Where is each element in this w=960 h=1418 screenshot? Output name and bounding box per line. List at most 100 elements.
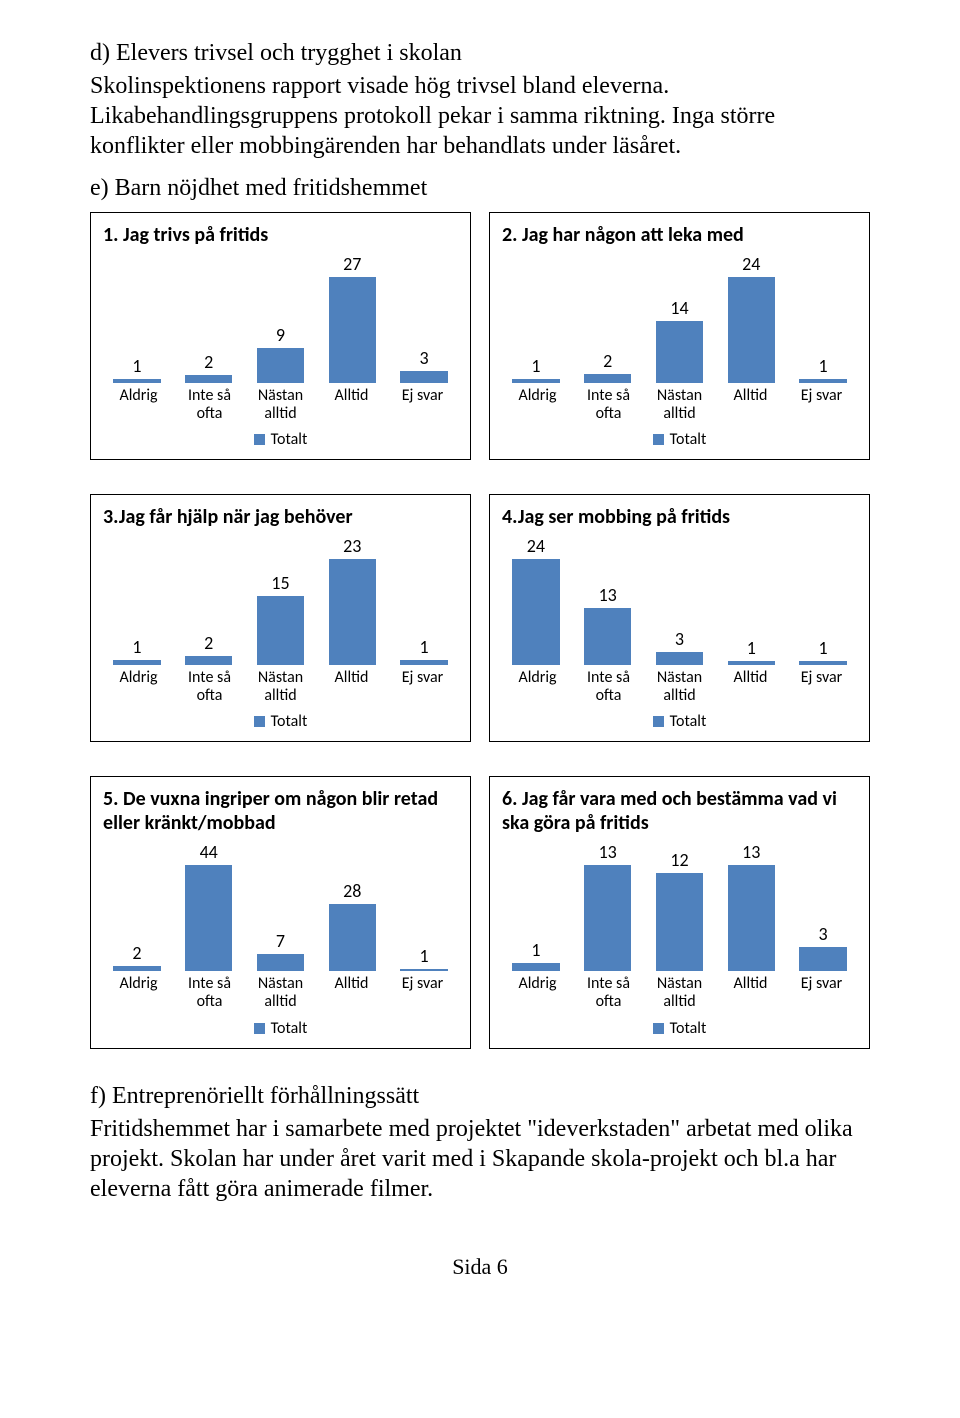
chart-bar bbox=[113, 660, 160, 665]
chart-category-label: Ej svar bbox=[387, 387, 458, 422]
chart-bars-area: 2447281 bbox=[103, 841, 458, 971]
section-f-heading: f) Entreprenöriellt förhållningssätt bbox=[90, 1083, 870, 1110]
chart-bar bbox=[799, 947, 846, 971]
chart-category-label: Inte så ofta bbox=[174, 669, 245, 704]
chart-title: 3.Jag får hjälp när jag behöver bbox=[103, 505, 458, 529]
chart-5: 5. De vuxna ingriper om någon blir retad… bbox=[90, 776, 471, 1048]
chart-category-label: Inte så ofta bbox=[573, 669, 644, 704]
chart-bar-column: 14 bbox=[646, 253, 714, 383]
chart-bar bbox=[584, 865, 631, 971]
chart-bar bbox=[329, 559, 376, 665]
chart-category-row: AldrigInte så oftaNästan alltidAlltidEj … bbox=[502, 975, 857, 1010]
chart-category-label: Alltid bbox=[316, 975, 387, 1010]
chart-bar bbox=[728, 865, 775, 971]
chart-category-label: Ej svar bbox=[786, 387, 857, 422]
chart-bar bbox=[400, 371, 447, 383]
legend-swatch-icon bbox=[254, 716, 265, 727]
chart-category-label: Ej svar bbox=[786, 975, 857, 1010]
chart-legend: Totalt bbox=[103, 430, 458, 449]
chart-bar-column: 24 bbox=[717, 253, 785, 383]
chart-bar-value: 1 bbox=[132, 355, 141, 377]
chart-bar-column: 13 bbox=[574, 535, 642, 665]
legend-swatch-icon bbox=[653, 1023, 664, 1034]
chart-bar-column: 24 bbox=[502, 535, 570, 665]
chart-bar bbox=[584, 608, 631, 665]
section-e-heading: e) Barn nöjdhet med fritidshemmet bbox=[90, 175, 870, 202]
chart-bar bbox=[329, 904, 376, 971]
chart-bar-value: 27 bbox=[343, 253, 361, 275]
chart-category-label: Nästan alltid bbox=[644, 669, 715, 704]
chart-bars: 2413311 bbox=[502, 535, 857, 665]
chart-bar-column: 7 bbox=[247, 841, 315, 971]
chart-title: 6. Jag får vara med och bestämma vad vi … bbox=[502, 787, 857, 835]
chart-category-row: AldrigInte så oftaNästan alltidAlltidEj … bbox=[103, 387, 458, 422]
chart-bar-value: 1 bbox=[420, 636, 429, 658]
chart-category-label: Ej svar bbox=[387, 975, 458, 1010]
legend-swatch-icon bbox=[254, 1023, 265, 1034]
chart-bar-column: 28 bbox=[318, 841, 386, 971]
chart-bar bbox=[257, 348, 304, 383]
chart-bar-column: 27 bbox=[318, 253, 386, 383]
chart-bar-column: 1 bbox=[717, 535, 785, 665]
section-d-heading: d) Elevers trivsel och trygghet i skolan bbox=[90, 40, 870, 67]
chart-bar-column: 2 bbox=[175, 253, 243, 383]
chart-bar-value: 2 bbox=[204, 351, 213, 373]
chart-bar bbox=[257, 596, 304, 665]
chart-bar-value: 28 bbox=[343, 880, 361, 902]
chart-category-label: Aldrig bbox=[103, 387, 174, 422]
chart-bar-value: 1 bbox=[819, 355, 828, 377]
chart-legend: Totalt bbox=[103, 1019, 458, 1038]
chart-category-label: Aldrig bbox=[502, 975, 573, 1010]
chart-legend: Totalt bbox=[502, 712, 857, 731]
legend-label: Totalt bbox=[670, 712, 707, 731]
chart-bar-column: 23 bbox=[318, 535, 386, 665]
chart-bars-area: 2413311 bbox=[502, 535, 857, 665]
chart-category-label: Ej svar bbox=[387, 669, 458, 704]
chart-category-row: AldrigInte så oftaNästan alltidAlltidEj … bbox=[103, 669, 458, 704]
chart-bar-value: 1 bbox=[819, 637, 828, 659]
chart-bar-value: 7 bbox=[276, 930, 285, 952]
chart-bar bbox=[584, 374, 631, 383]
chart-bar-column: 1 bbox=[103, 253, 171, 383]
chart-bars: 1214241 bbox=[502, 253, 857, 383]
chart-bar-value: 23 bbox=[343, 535, 361, 557]
chart-bar-column: 1 bbox=[390, 841, 458, 971]
chart-2: 2. Jag har någon att leka med1214241Aldr… bbox=[489, 212, 870, 460]
chart-bar-column: 2 bbox=[175, 535, 243, 665]
chart-bar-column: 9 bbox=[247, 253, 315, 383]
legend-label: Totalt bbox=[271, 430, 308, 449]
chart-category-label: Inte så ofta bbox=[174, 387, 245, 422]
chart-bar bbox=[656, 321, 703, 383]
chart-category-label: Inte så ofta bbox=[573, 387, 644, 422]
chart-bar-column: 13 bbox=[717, 841, 785, 971]
chart-category-label: Inte så ofta bbox=[573, 975, 644, 1010]
chart-bar-column: 2 bbox=[103, 841, 171, 971]
chart-bar bbox=[257, 954, 304, 971]
chart-category-label: Alltid bbox=[715, 669, 786, 704]
legend-label: Totalt bbox=[670, 1019, 707, 1038]
chart-bar-column: 1 bbox=[103, 535, 171, 665]
chart-bar-column: 12 bbox=[646, 841, 714, 971]
chart-bar-value: 24 bbox=[527, 535, 545, 557]
chart-bar-column: 1 bbox=[789, 535, 857, 665]
chart-title: 5. De vuxna ingriper om någon blir retad… bbox=[103, 787, 458, 835]
chart-bar-value: 13 bbox=[599, 584, 617, 606]
chart-legend: Totalt bbox=[103, 712, 458, 731]
chart-bar bbox=[400, 660, 447, 665]
chart-bar-value: 14 bbox=[670, 297, 688, 319]
chart-bar bbox=[799, 379, 846, 383]
chart-category-label: Inte så ofta bbox=[174, 975, 245, 1010]
chart-category-label: Nästan alltid bbox=[245, 975, 316, 1010]
chart-bar-value: 13 bbox=[599, 841, 617, 863]
legend-swatch-icon bbox=[653, 434, 664, 445]
chart-category-row: AldrigInte så oftaNästan alltidAlltidEj … bbox=[502, 669, 857, 704]
chart-bar-column: 1 bbox=[789, 253, 857, 383]
chart-category-label: Nästan alltid bbox=[644, 975, 715, 1010]
chart-category-label: Alltid bbox=[316, 669, 387, 704]
chart-bar-column: 3 bbox=[789, 841, 857, 971]
chart-category-label: Aldrig bbox=[502, 669, 573, 704]
chart-bar-column: 1 bbox=[390, 535, 458, 665]
chart-bar bbox=[329, 277, 376, 383]
chart-bar-column: 13 bbox=[574, 841, 642, 971]
chart-bar-column: 1 bbox=[502, 841, 570, 971]
